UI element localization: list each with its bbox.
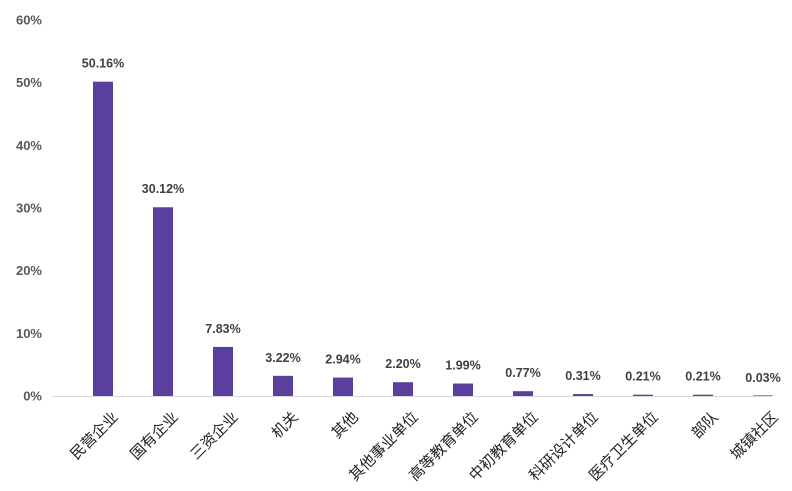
data-label: 0.21% — [685, 370, 720, 384]
category-labels: 民营企业 国有企业 三资企业 机关 其他其他事业单位高等教育单位中初教育单位科研设计单位… — [67, 408, 782, 484]
y-tick-label: 20% — [16, 263, 42, 278]
bar — [393, 382, 413, 396]
bar — [633, 394, 653, 396]
category-label: 部队 — [688, 408, 722, 442]
data-labels: 50.16% 30.12% 7.83% 3.22% 2.94% 2.20% 1.99% 0.7… — [82, 57, 781, 385]
bar — [753, 395, 773, 396]
data-label: 2.94% — [325, 353, 360, 367]
category-label: 民营企业 — [67, 408, 122, 463]
bar — [453, 383, 473, 396]
bar — [333, 377, 353, 396]
y-tick-label: 10% — [16, 326, 42, 341]
data-label: 0.31% — [565, 369, 600, 383]
data-label: 1.99% — [445, 359, 480, 373]
bar — [573, 394, 593, 396]
y-tick-label: 0% — [23, 389, 42, 404]
data-label: 50.16% — [82, 57, 124, 71]
bar — [513, 391, 533, 396]
data-label: 0.77% — [505, 366, 540, 380]
bars — [93, 81, 773, 396]
data-label: 0.21% — [625, 370, 660, 384]
y-tick-label: 50% — [16, 75, 42, 90]
category-label: 国有企业 — [127, 408, 182, 463]
data-label: 30.12% — [142, 182, 184, 196]
y-tick-label: 30% — [16, 201, 42, 216]
bar — [93, 81, 113, 396]
data-label: 7.83% — [205, 322, 240, 336]
y-tick-label: 60% — [16, 13, 42, 28]
data-label: 3.22% — [265, 351, 300, 365]
y-tick-label: 40% — [16, 138, 42, 153]
bar — [693, 394, 713, 396]
category-label: 城镇社区 — [727, 408, 782, 463]
category-label: 其他 — [328, 408, 362, 442]
data-label: 0.03% — [745, 371, 780, 385]
category-label: 三资企业 — [187, 408, 242, 463]
y-axis: 0% 10% 20% 30% 40% 50% 60% — [16, 13, 42, 404]
bar — [153, 207, 173, 396]
data-label: 2.20% — [385, 357, 420, 371]
bar — [213, 346, 233, 396]
bar — [273, 375, 293, 396]
category-label: 机关 — [268, 408, 302, 442]
